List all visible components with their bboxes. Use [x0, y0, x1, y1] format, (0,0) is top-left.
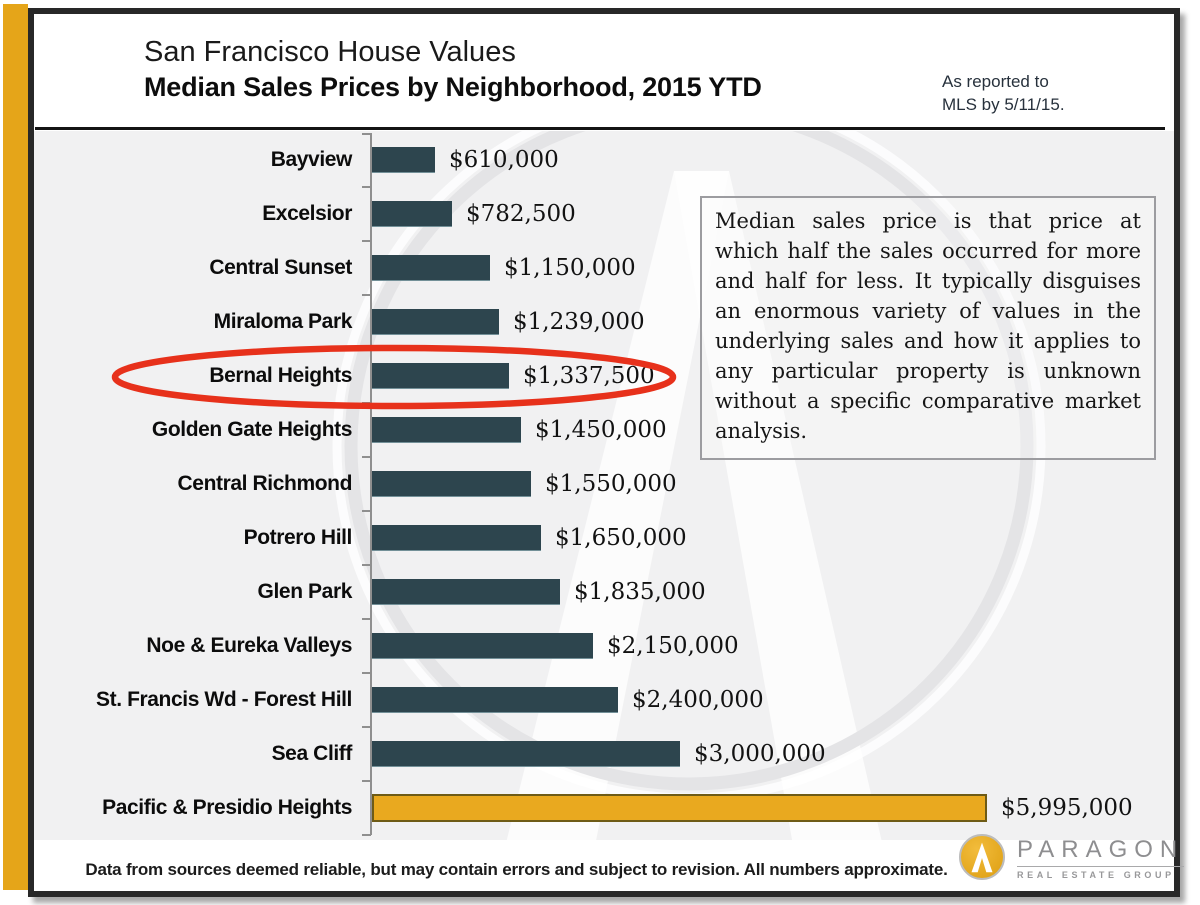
bar	[372, 525, 541, 551]
title-divider	[35, 127, 1165, 130]
axis-tick	[362, 834, 371, 836]
axis-tick	[362, 294, 371, 296]
page-title: San Francisco House Values	[144, 36, 516, 68]
value-label: $1,550,000	[545, 471, 677, 497]
axis-tick	[362, 564, 371, 566]
value-label: $2,400,000	[632, 687, 764, 713]
value-label: $1,337,500	[523, 363, 655, 389]
bar	[372, 579, 560, 605]
axis-tick	[362, 402, 371, 404]
chart-row: Central Richmond $1,550,000	[34, 457, 1174, 511]
axis-tick	[362, 510, 371, 512]
category-label: Noe & Eureka Valleys	[146, 634, 352, 657]
accent-stripe	[3, 4, 28, 890]
axis-tick	[362, 726, 371, 728]
axis-tick	[362, 618, 371, 620]
bar	[372, 687, 618, 713]
value-label: $1,150,000	[504, 255, 636, 281]
category-label: Sea Cliff	[271, 742, 353, 765]
chart-row: Pacific & Presidio Heights $5,995,000	[34, 781, 1174, 835]
chart-area	[34, 131, 1174, 840]
category-label: Golden Gate Heights	[151, 418, 352, 441]
axis-tick	[362, 780, 371, 782]
category-label: Central Sunset	[209, 256, 352, 279]
bar	[372, 363, 509, 389]
chart-row: Noe & Eureka Valleys $2,150,000	[34, 619, 1174, 673]
value-label: $2,150,000	[607, 633, 739, 659]
chart-row: Golden Gate Heights $1,450,000	[34, 403, 1174, 457]
chart-row: Bayview $610,000	[34, 133, 1174, 187]
category-label: Excelsior	[262, 202, 352, 225]
page-subtitle: Median Sales Prices by Neighborhood, 201…	[144, 72, 762, 102]
category-label: Miraloma Park	[213, 310, 353, 333]
report-note-line1: As reported to	[942, 72, 1049, 91]
category-label: Bayview	[270, 148, 353, 171]
value-label: $5,995,000	[1001, 795, 1133, 821]
value-label: $1,239,000	[513, 309, 645, 335]
axis-tick	[362, 672, 371, 674]
annotation-box: Median sales price is that price at whic…	[700, 196, 1156, 460]
axis-tick	[362, 240, 371, 242]
bar	[372, 147, 435, 173]
chart-row: Central Sunset $1,150,000	[34, 241, 1174, 295]
chart-row: St. Francis Wd - Forest Hill $2,400,000	[34, 673, 1174, 727]
category-label: Glen Park	[257, 580, 353, 603]
value-label: $3,000,000	[694, 741, 826, 767]
chart-row: Glen Park $1,835,000	[34, 565, 1174, 619]
paragon-logo: PARAGON REAL ESTATE GROUP	[959, 832, 1185, 884]
value-label: $1,835,000	[574, 579, 706, 605]
category-label: Bernal Heights	[209, 364, 352, 387]
paragon-logo-tagline: REAL ESTATE GROUP	[1017, 866, 1185, 880]
bar	[372, 741, 680, 767]
category-label: Central Richmond	[177, 472, 353, 495]
watermark-logo	[332, 131, 1046, 840]
bar	[372, 417, 521, 443]
chart-row: Excelsior $782,500	[34, 187, 1174, 241]
chart-row: Miraloma Park $1,239,000	[34, 295, 1174, 349]
value-label: $1,650,000	[555, 525, 687, 551]
bar	[372, 255, 490, 281]
bar	[372, 633, 593, 659]
category-label: St. Francis Wd - Forest Hill	[96, 688, 352, 711]
axis-tick	[362, 456, 371, 458]
disclaimer-text: Data from sources deemed reliable, but m…	[85, 860, 948, 879]
axis-tick	[362, 348, 371, 350]
bar-highlighted	[372, 794, 987, 822]
paragon-logo-text: PARAGON REAL ESTATE GROUP	[1017, 836, 1185, 880]
category-label: Potrero Hill	[243, 526, 353, 549]
chart-row: Sea Cliff $3,000,000	[34, 727, 1174, 781]
category-axis	[370, 133, 372, 835]
axis-tick	[362, 186, 371, 188]
paragon-logo-icon	[959, 834, 1005, 880]
value-label: $782,500	[466, 201, 576, 227]
category-label: Pacific & Presidio Heights	[102, 796, 352, 819]
report-note: As reported to MLS by 5/11/15.	[942, 70, 1162, 116]
chart-rows: Bayview $610,000 Excelsior $782,500 Central …	[34, 133, 1174, 836]
value-label: $1,450,000	[535, 417, 667, 443]
bar	[372, 201, 452, 227]
paragon-logo-name: PARAGON	[1017, 836, 1185, 863]
chart-frame: San Francisco House Values Median Sales …	[28, 8, 1185, 897]
chart-row: Potrero Hill $1,650,000	[34, 511, 1174, 565]
report-note-line2: MLS by 5/11/15.	[942, 95, 1065, 114]
axis-tick	[362, 133, 371, 135]
value-label: $610,000	[449, 147, 559, 173]
bar	[372, 309, 499, 335]
bar	[372, 471, 531, 497]
